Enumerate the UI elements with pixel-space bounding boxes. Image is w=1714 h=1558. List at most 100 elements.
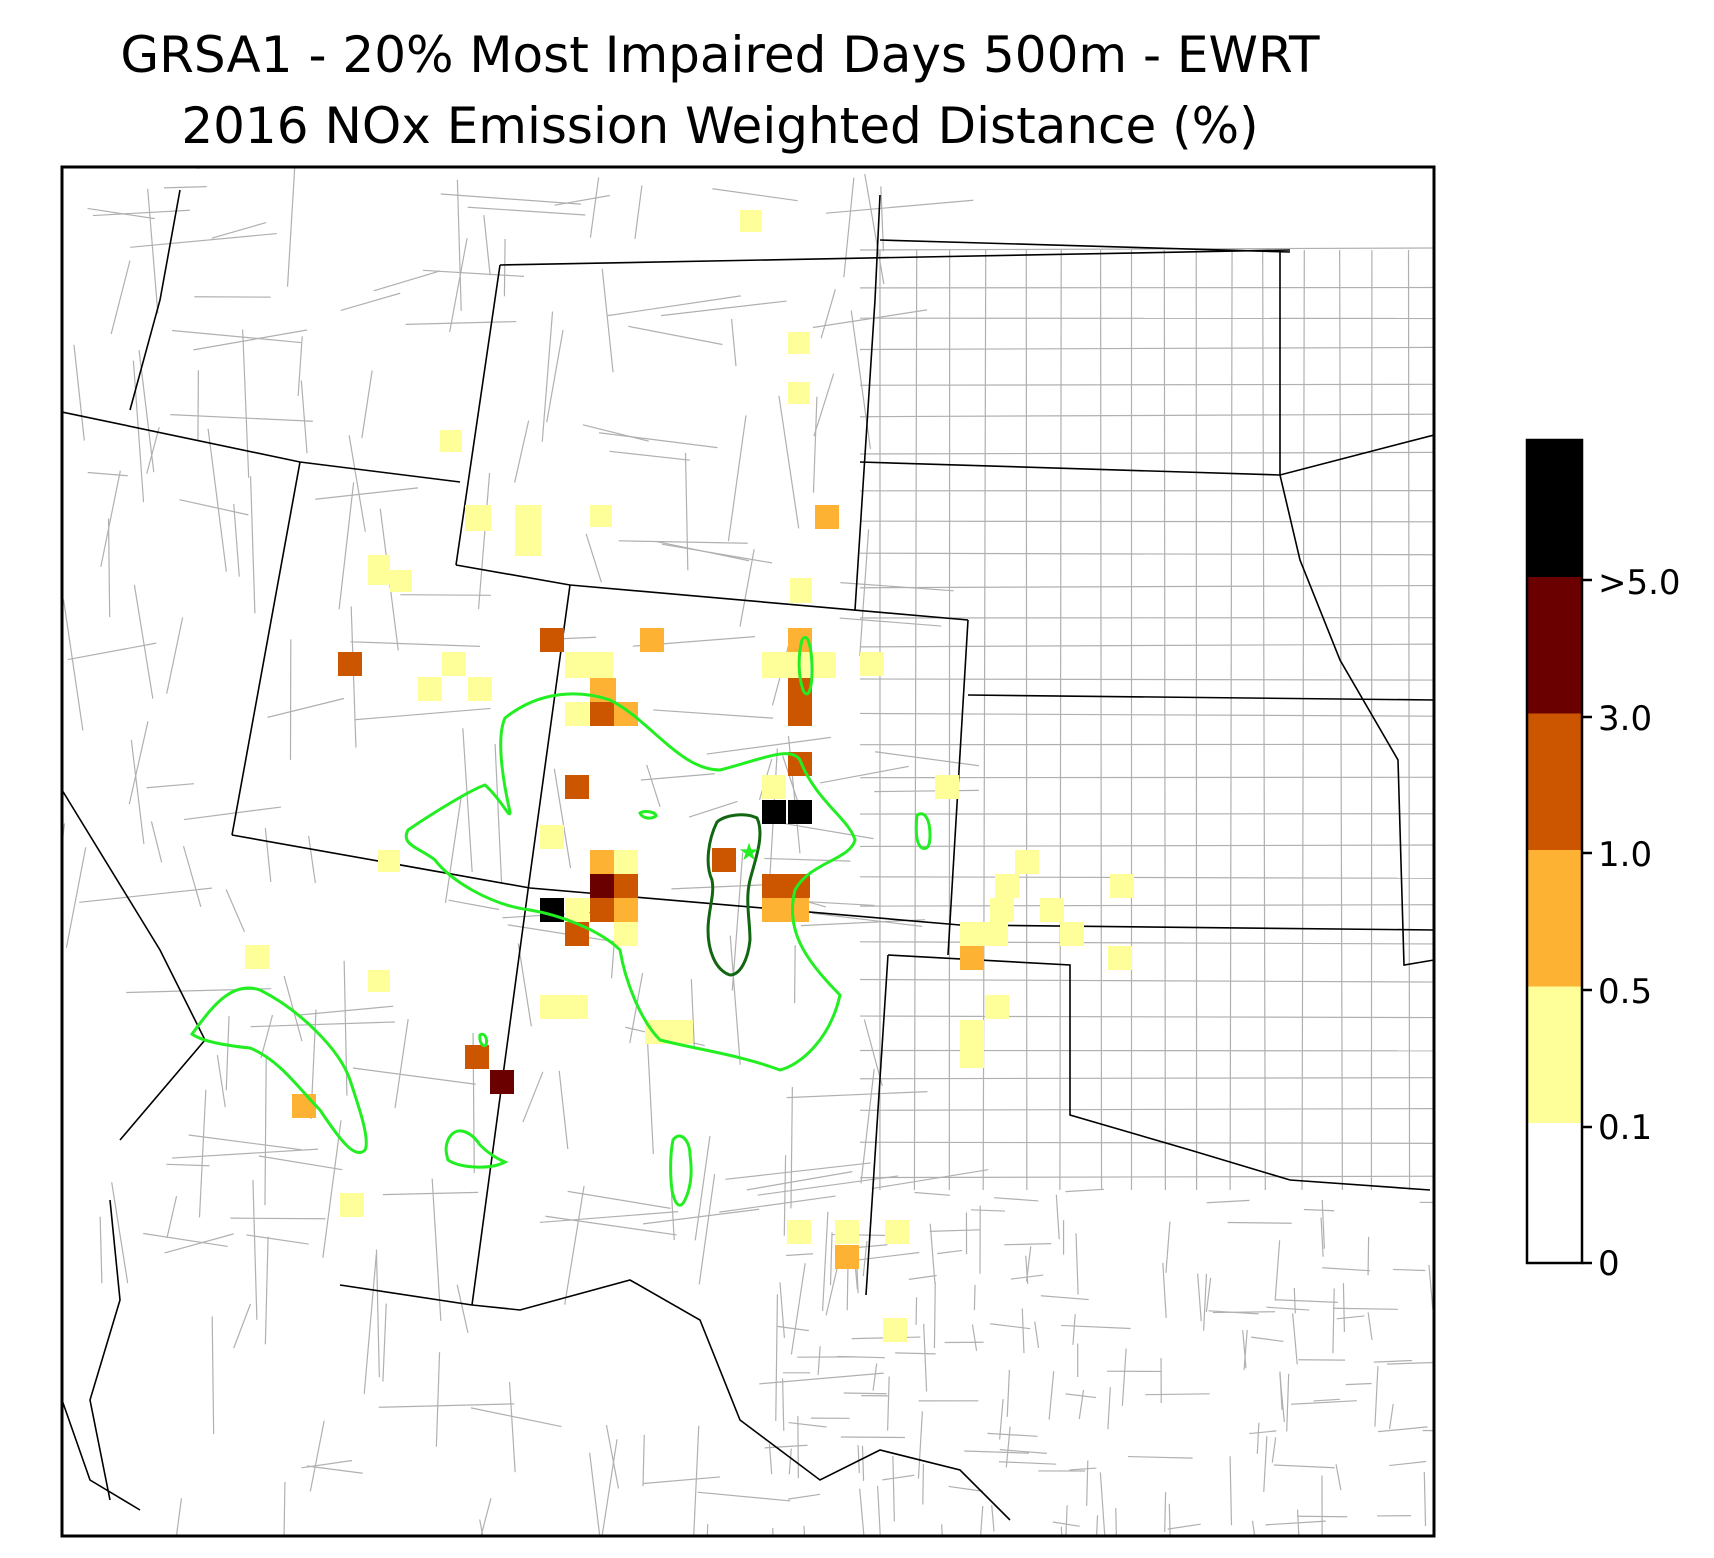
- county-line: [1249, 1430, 1277, 1435]
- county-line: [788, 1421, 827, 1428]
- outer-contour-small-4: [797, 636, 814, 696]
- county-line: [264, 828, 272, 882]
- county-line: [859, 383, 1434, 386]
- county-line: [233, 503, 240, 577]
- county-line: [698, 1173, 716, 1285]
- county-line: [350, 641, 481, 647]
- county-line: [166, 1196, 178, 1239]
- county-line: [164, 1233, 234, 1254]
- county-line: [1332, 1288, 1335, 1354]
- county-line: [1021, 1308, 1025, 1354]
- county-line: [1164, 1492, 1167, 1533]
- county-line: [871, 1169, 989, 1190]
- map-frame: [60, 165, 1436, 1538]
- county-line: [1004, 1243, 1052, 1246]
- county-line: [646, 1028, 654, 1155]
- county-line: [859, 529, 870, 656]
- county-line: [1167, 1523, 1201, 1530]
- county-line: [1273, 1464, 1335, 1469]
- county-line: [62, 599, 84, 731]
- county-line: [264, 1056, 267, 1206]
- emission-cell: [614, 898, 638, 922]
- contour-lines: [189, 636, 932, 1207]
- county-line: [1275, 1299, 1338, 1303]
- county-line: [729, 935, 741, 1065]
- county-line: [719, 1195, 836, 1213]
- county-line: [813, 373, 835, 437]
- county-line: [1256, 1422, 1260, 1454]
- county-line: [973, 1284, 976, 1311]
- county-line: [1205, 1277, 1212, 1312]
- county-line: [877, 1485, 881, 1536]
- county-line: [260, 1014, 274, 1059]
- county-line: [1389, 1460, 1427, 1467]
- county-line: [1336, 1315, 1365, 1320]
- county-line: [1262, 249, 1266, 1191]
- emission-cell: [468, 677, 492, 701]
- county-line: [908, 1274, 937, 1280]
- county-line: [171, 1148, 319, 1159]
- county-line: [1374, 1366, 1379, 1427]
- county-line: [786, 1091, 928, 1099]
- county-line: [470, 1407, 562, 1428]
- county-line: [1303, 1208, 1335, 1212]
- inner-contour: [706, 813, 762, 977]
- county-line: [979, 1505, 984, 1536]
- county-line: [340, 292, 401, 312]
- county-line: [1419, 1201, 1434, 1204]
- county-line: [806, 901, 875, 907]
- county-line: [207, 428, 227, 572]
- county-line: [1293, 1288, 1296, 1314]
- county-line: [694, 1135, 711, 1241]
- colorbar-bins: [1527, 440, 1582, 1260]
- county-line: [697, 1491, 791, 1502]
- outer-contour-small-1: [444, 1129, 509, 1169]
- chart-title-line-2: 2016 NOx Emission Weighted Distance (%): [181, 97, 1259, 155]
- county-line: [558, 1070, 569, 1150]
- county-line: [1367, 1312, 1373, 1341]
- emission-cell: [338, 652, 362, 676]
- county-line: [1242, 1330, 1247, 1369]
- emission-cell: [515, 530, 541, 556]
- county-line: [1040, 1295, 1089, 1301]
- county-line: [790, 1086, 793, 1209]
- county-line: [993, 1197, 1039, 1202]
- emission-cell: [418, 677, 442, 701]
- county-line: [1145, 1393, 1210, 1396]
- county-line: [857, 1445, 860, 1474]
- colorbar-bin: [1527, 713, 1582, 850]
- county-line: [646, 764, 661, 808]
- county-line: [1078, 1389, 1085, 1420]
- county-line: [373, 270, 441, 292]
- county-line: [757, 1175, 899, 1196]
- county-line: [100, 470, 121, 567]
- county-line: [605, 1425, 620, 1489]
- county-line: [1061, 1324, 1131, 1330]
- county-line: [1388, 1403, 1394, 1430]
- county-line: [1165, 1221, 1171, 1273]
- county-line: [653, 709, 774, 719]
- emission-cell: [465, 505, 491, 531]
- county-line: [522, 1071, 544, 1123]
- county-line: [759, 1372, 884, 1385]
- county-line: [363, 1253, 377, 1394]
- county-line: [514, 420, 530, 483]
- county-line: [348, 435, 366, 532]
- county-line: [299, 1005, 394, 1016]
- county-line: [1127, 1455, 1193, 1459]
- county-line: [175, 1498, 183, 1536]
- emission-cell: [960, 1020, 984, 1068]
- county-line: [163, 186, 207, 189]
- county-line: [350, 606, 357, 748]
- county-line: [598, 432, 718, 449]
- emission-cell: [762, 874, 810, 898]
- county-line: [948, 1485, 983, 1492]
- emission-cell: [590, 850, 614, 874]
- county-line: [775, 1294, 779, 1421]
- county-line: [400, 594, 491, 596]
- emission-cell: [590, 874, 614, 898]
- county-line: [1279, 1373, 1285, 1423]
- county-line: [1386, 1361, 1434, 1365]
- county-line: [309, 1420, 325, 1492]
- county-line: [779, 1282, 786, 1338]
